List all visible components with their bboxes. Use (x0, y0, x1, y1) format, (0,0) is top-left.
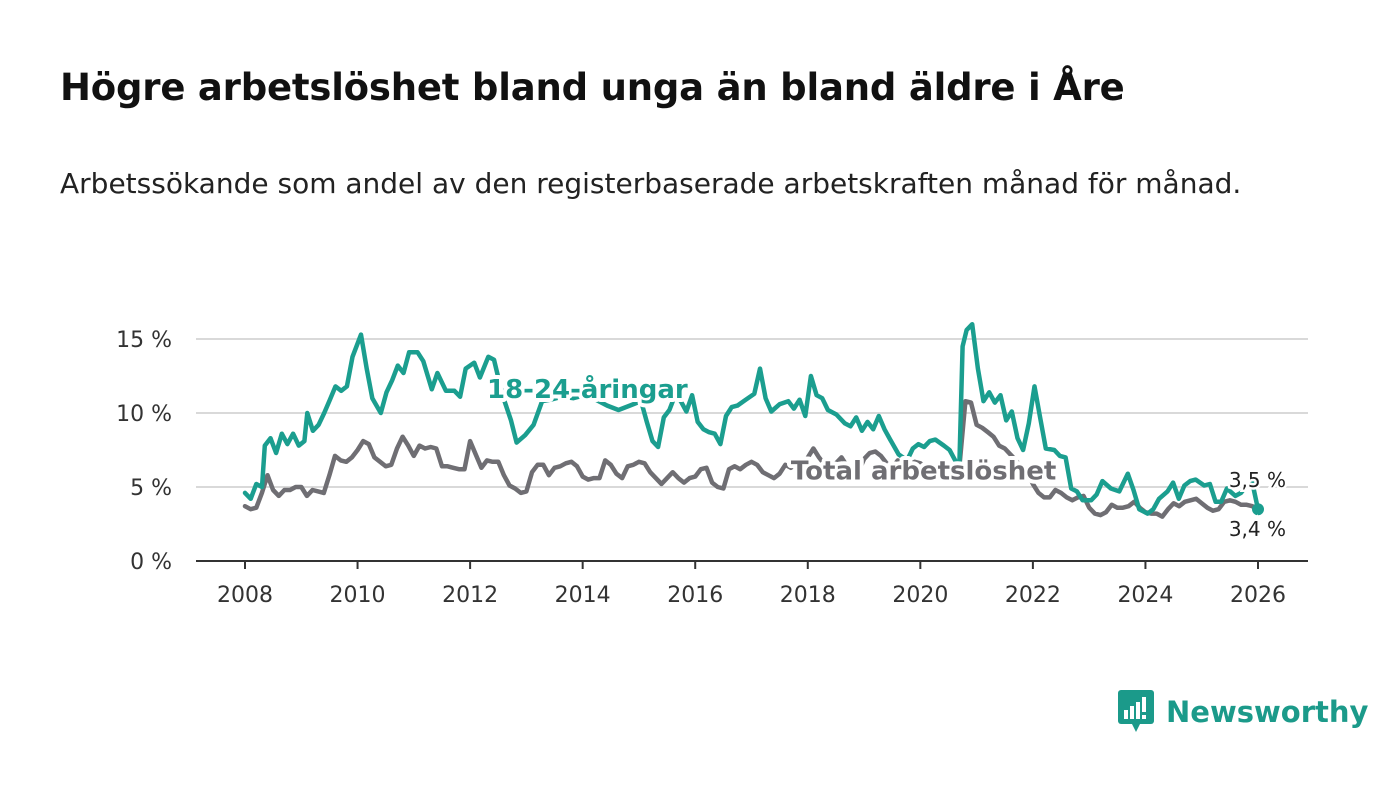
y-tick-label: 15 % (116, 328, 172, 353)
series-line-total (242, 398, 1261, 519)
x-tick-label: 2024 (1117, 583, 1173, 608)
newsworthy-logo-icon (1118, 690, 1154, 732)
y-tick-label: 10 % (116, 402, 172, 427)
x-tick-label: 2008 (217, 583, 273, 608)
x-tick-label: 2018 (780, 583, 836, 608)
y-axis-ticks: 0 % 5 % 10 % 15 % (116, 328, 172, 575)
y-tick-label: 0 % (130, 550, 172, 575)
x-tick-label: 2026 (1230, 583, 1286, 608)
end-label-youth: 3,5 % (1229, 468, 1286, 492)
end-label-total: 3,4 % (1229, 517, 1286, 541)
y-tick-label: 5 % (130, 476, 172, 501)
end-point-youth (1252, 503, 1264, 516)
brand-name: Newsworthy (1166, 695, 1369, 729)
x-tick-label: 2010 (330, 583, 386, 608)
x-tick-label: 2022 (1005, 583, 1061, 608)
series-label-total: Total arbetslöshet (791, 457, 1056, 487)
series-label-youth: 18-24-åringar (487, 373, 688, 405)
series-labels: 18-24-åringar Total arbetslöshet (483, 369, 1060, 490)
grid-lines (196, 338, 1308, 562)
chart-title: Högre arbetslöshet bland unga än bland ä… (60, 66, 1125, 109)
chart-subtitle: Arbetssökande som andel av den registerb… (60, 167, 1242, 200)
series-line-youth (242, 321, 1261, 516)
x-tick-label: 2014 (555, 583, 611, 608)
x-axis-ticks: 2008 2010 2012 2014 2016 2018 2020 2022 2024 2026 (217, 561, 1286, 608)
newsworthy-logo: Newsworthy (1118, 690, 1368, 734)
end-labels: 3,5 % 3,4 % (1226, 466, 1288, 544)
series-lines (242, 321, 1261, 519)
x-tick-label: 2012 (442, 583, 498, 608)
x-tick-label: 2020 (892, 583, 948, 608)
x-tick-label: 2016 (667, 583, 723, 608)
